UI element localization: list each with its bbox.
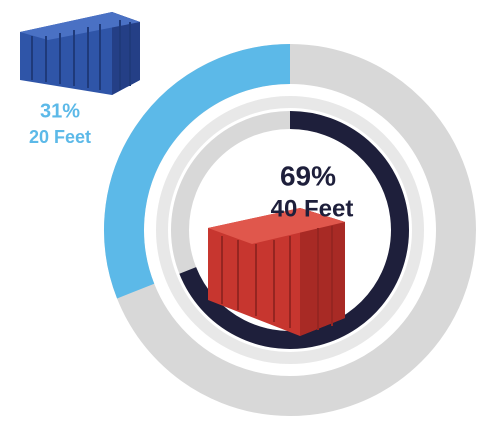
ring-segment [179, 111, 409, 349]
container-40ft-icon [208, 208, 345, 336]
value-label: 69% [280, 160, 336, 191]
category-label: 40 Feet [271, 195, 354, 222]
category-label: 20 Feet [29, 127, 91, 147]
ring-segment [104, 44, 291, 299]
rings [104, 44, 476, 416]
container-20ft-icon [20, 12, 140, 95]
ring-track [156, 96, 424, 364]
value-label: 31% [40, 100, 80, 122]
